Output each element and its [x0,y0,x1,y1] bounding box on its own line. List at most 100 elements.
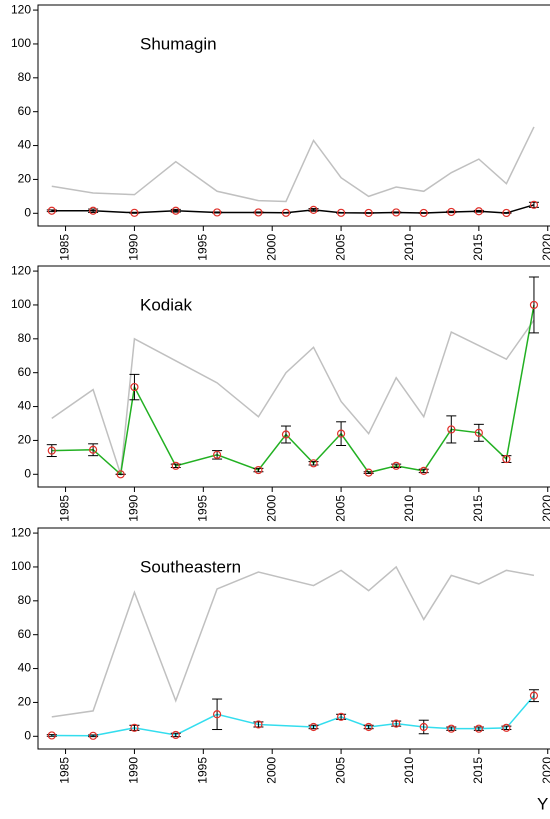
y-tick-label: 80 [18,331,32,345]
data-point [336,712,346,721]
error-bar [336,421,347,447]
series-line [51,204,535,214]
error-bar [473,423,484,442]
error-bar [418,719,429,735]
data-point [447,724,456,733]
error-bar [391,720,402,727]
data-point [502,208,511,218]
series-line [51,695,535,737]
data-point [130,208,139,217]
data-point [116,470,125,479]
y-tick-label: 0 [24,466,31,480]
data-point [419,466,428,476]
panel-title: Kodiak [140,295,192,314]
panel-title: Southeastern [140,557,241,576]
plot-frame [37,265,550,488]
data-point [254,208,263,217]
x-tick-label: 2000 [264,757,278,784]
data-point [474,207,483,216]
data-point [309,459,318,468]
x-tick-label: 2020 [540,757,550,784]
data-point [392,719,401,728]
x-tick-label: 2005 [333,495,347,522]
y-tick-label: 100 [11,297,31,311]
data-point [47,206,56,215]
data-point [364,468,373,477]
y-tick-label: 20 [18,172,32,186]
y-tick-label: 80 [18,70,32,84]
y-tick-label: 40 [18,138,32,152]
data-point [89,731,98,740]
x-tick-label: 1990 [127,757,141,784]
y-tick-label: 60 [18,627,32,641]
y-tick-label: 80 [18,593,32,607]
data-point [392,208,401,217]
data-point [254,720,263,729]
data-point [419,722,428,732]
data-point [336,208,346,217]
error-bar [280,425,291,444]
x-tick-label: 2010 [402,757,416,784]
x-tick-label: 2005 [333,234,347,261]
x-tick-label: 1985 [58,234,72,261]
y-tick-label: 120 [11,525,31,539]
data-point [336,429,346,438]
y-tick-label: 20 [18,695,32,709]
y-tick-label: 0 [24,728,31,742]
data-point [474,428,483,437]
error-bar [129,724,140,731]
y-tick-label: 40 [18,399,32,413]
x-tick-label: 1990 [127,234,141,261]
data-point [364,208,373,218]
data-point [130,723,139,732]
data-point [212,450,222,459]
x-tick-label: 2015 [471,234,485,261]
data-point [309,205,318,215]
y-tick-label: 120 [11,2,31,16]
x-tick-label: 2020 [540,234,550,261]
x-tick-label: 2010 [402,495,416,522]
data-point [502,723,511,732]
error-bar [212,698,223,731]
data-point [171,461,180,470]
error-bar [253,721,264,728]
data-point [364,722,373,732]
x-axis-label: Y [537,794,548,813]
data-point [254,465,263,475]
y-tick-label: 0 [24,205,31,219]
plot-frame [37,527,550,750]
series-line [51,304,535,476]
x-tick-label: 1995 [195,757,209,784]
data-point [130,382,139,392]
y-tick-label: 40 [18,661,32,675]
x-tick-label: 1985 [58,495,72,522]
panel-title: Shumagin [140,34,217,53]
data-point [171,730,180,740]
x-tick-label: 2005 [333,757,347,784]
data-point [47,731,56,740]
y-tick-label: 60 [18,365,32,379]
data-point [502,454,511,464]
data-point [529,300,539,310]
data-point [212,710,222,719]
data-point [474,724,483,733]
error-bar [528,276,539,334]
x-tick-label: 1990 [127,495,141,522]
x-tick-label: 2015 [471,757,485,784]
x-tick-label: 2020 [540,495,550,522]
data-point [529,200,539,209]
data-point [419,208,428,218]
data-point [89,445,98,454]
error-bar [336,713,347,720]
data-point [392,461,401,470]
error-bar [528,201,539,208]
data-point [529,691,539,700]
data-point [281,208,291,217]
y-tick-label: 60 [18,104,32,118]
x-tick-label: 2010 [402,234,416,261]
series-line [51,319,535,475]
data-point [309,722,318,732]
series-line [51,565,535,718]
plot-frame [37,4,550,227]
